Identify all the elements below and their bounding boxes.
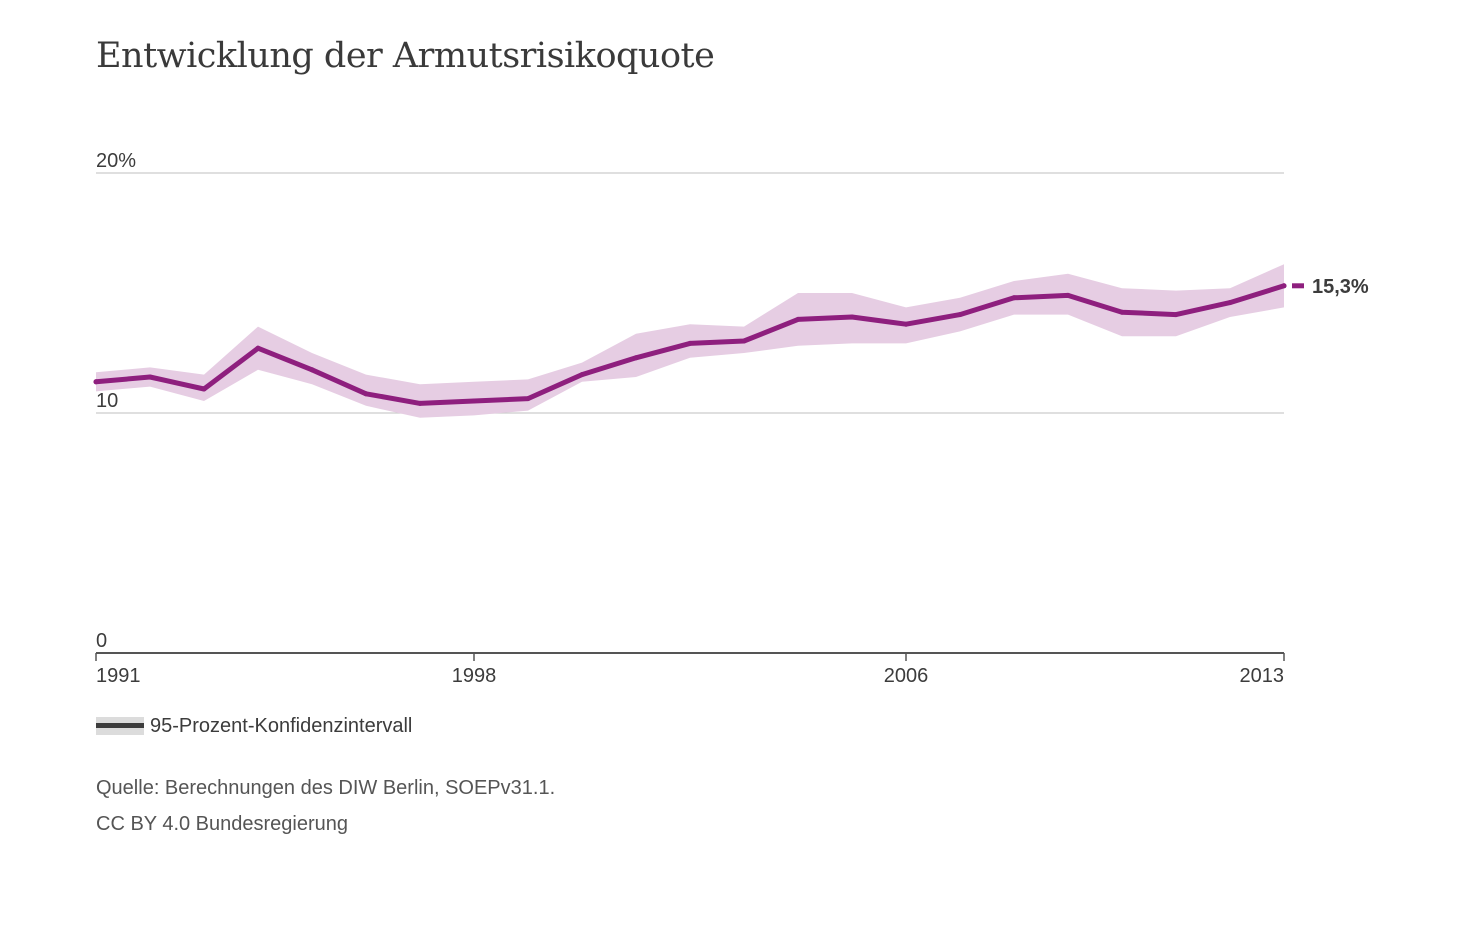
legend: 95-Prozent-Konfidenzintervall [96,711,412,741]
data-point [93,379,99,385]
data-point [633,355,639,361]
data-point [1065,292,1071,298]
data-point [417,400,423,406]
data-point [903,321,909,327]
source-note: Quelle: Berechnungen des DIW Berlin, SOE… [96,777,556,799]
end-value-label: 15,3% [1312,276,1369,298]
data-point [525,396,531,402]
x-tick-label-0: 1991 [96,665,141,687]
x-tick-label-1: 1998 [452,665,497,687]
data-point [741,338,747,344]
x-tick-label-3: 2013 [1240,665,1285,687]
data-point [687,340,693,346]
license-note: CC BY 4.0 Bundesregierung [96,813,349,835]
footer: Quelle: Berechnungen des DIW Berlin, SOE… [96,770,555,842]
data-point [363,391,369,397]
y-tick-label-1: 10 [96,390,118,412]
data-point [957,312,963,318]
data-point [471,398,477,404]
data-point [147,374,153,380]
data-point [1227,300,1233,306]
data-point [1281,283,1287,289]
data-point [849,314,855,320]
x-tick-label-2: 2006 [884,665,929,687]
data-point [579,372,585,378]
legend-swatch-line [96,723,144,728]
legend-swatch [96,717,144,735]
legend-label: 95-Prozent-Konfidenzintervall [150,714,413,737]
data-point [1173,312,1179,318]
data-point [255,345,261,351]
data-point [795,316,801,322]
data-point [309,367,315,373]
data-point [1119,309,1125,315]
data-point [1011,295,1017,301]
y-tick-label-2: 20% [96,150,136,172]
data-point [201,386,207,392]
y-tick-label-0: 0 [96,630,107,652]
chart-title: Entwicklung der Armutsrisikoquote [96,36,715,76]
